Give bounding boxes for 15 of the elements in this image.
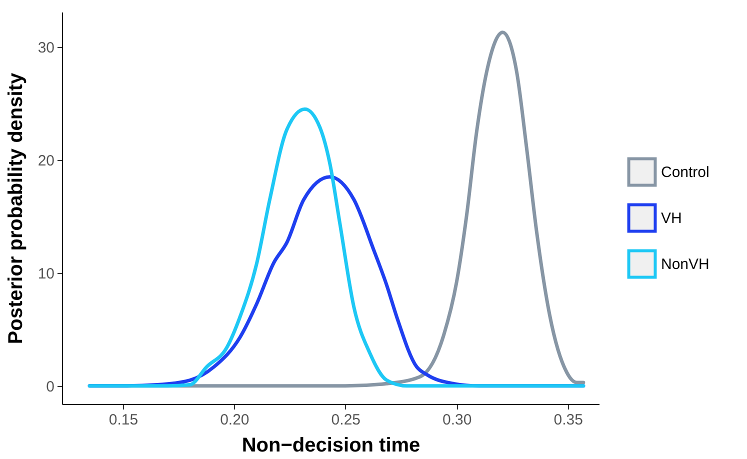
y-tick-label: 0 <box>46 378 54 396</box>
y-tick-label: 20 <box>38 152 54 170</box>
line-series <box>88 107 586 388</box>
x-tick-label: 0.20 <box>220 412 250 428</box>
x-tick-label: 0.35 <box>554 412 583 428</box>
legend-label: NonVH <box>661 256 710 273</box>
y-tick-label: 10 <box>38 265 54 282</box>
legend-label: VH <box>661 210 682 227</box>
x-tick-label: 0.15 <box>108 412 138 428</box>
legend-label: Control <box>661 164 710 181</box>
x-tick-label: 0.30 <box>442 412 472 428</box>
x-tick-label: 0.25 <box>331 412 361 428</box>
y-tick-label: 30 <box>38 40 54 57</box>
x-axis-title: Non−decision time <box>242 434 420 456</box>
y-axis-title: Posterior probability density <box>4 72 27 344</box>
